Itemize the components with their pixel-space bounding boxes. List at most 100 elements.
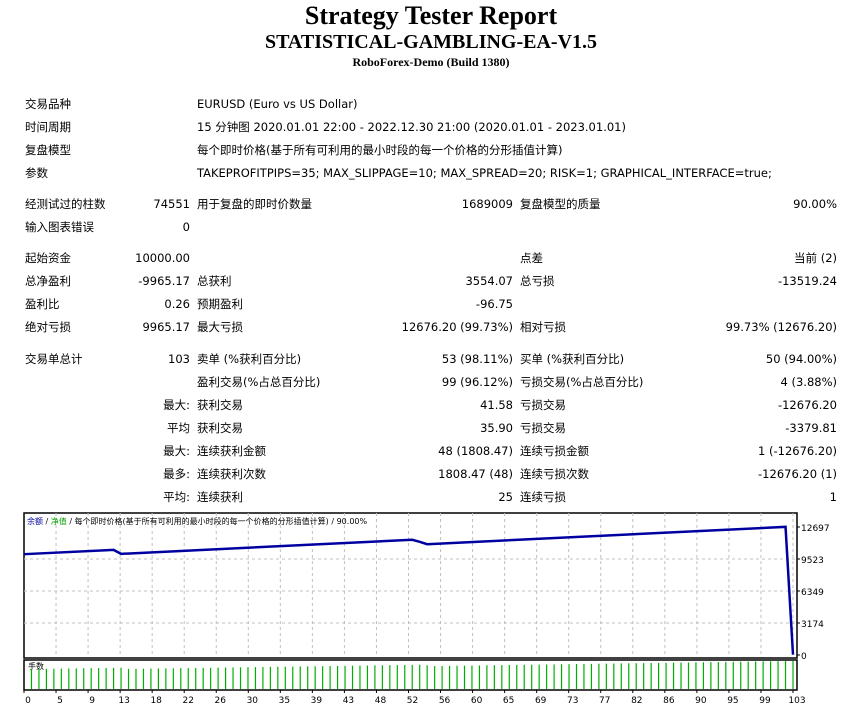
stat-label: 经测试过的柱数 (25, 197, 106, 211)
info-value: TAKEPROFITPIPS=35; MAX_SLIPPAGE=10; MAX_… (197, 166, 772, 180)
info-row: 复盘模型 每个即时价格(基于所有可利用的最小时段的每一个价格的分形插值计算) (25, 139, 837, 162)
stat-value: 41.58 (480, 398, 513, 412)
stat-label: 连续亏损金额 (520, 444, 589, 458)
stat-value: -9965.17 (138, 274, 190, 288)
stat-row: 总净盈利 -9965.17 总获利 3554.07 总亏损 -13519.24 (25, 270, 837, 293)
info-label: 复盘模型 (25, 143, 71, 157)
x-tick-label: 52 (407, 696, 418, 706)
y-tick-label: 6349 (801, 588, 824, 598)
stat-label: 预期盈利 (197, 297, 243, 311)
info-value: 每个即时价格(基于所有可利用的最小时段的每一个价格的分形插值计算) (197, 143, 563, 157)
legend-sep3: / (329, 517, 337, 526)
stat-value: 1 (829, 490, 837, 504)
stat-value: 9965.17 (142, 320, 190, 334)
stat-label: 连续获利 (197, 490, 243, 504)
stat-value: 0.26 (164, 297, 190, 311)
x-tick-label: 48 (375, 696, 387, 706)
x-tick-label: 65 (503, 696, 514, 706)
stat-value: 53 (98.11%) (441, 352, 513, 366)
stat-label: 获利交易 (197, 421, 243, 435)
info-row: 时间周期 15 分钟图 2020.01.01 22:00 - 2022.12.30… (25, 116, 837, 139)
stat-label: 盈利比 (25, 297, 60, 311)
report-title: Strategy Tester Report (304, 1, 558, 30)
legend-balance: 余额 (27, 516, 43, 526)
x-tick-label: 35 (279, 696, 290, 706)
stat-value: 50 (94.00%) (765, 352, 837, 366)
stat-row: 最多: 连续获利次数 1808.47 (48) 连续亏损次数 -12676.20 (1) (25, 463, 837, 486)
y-tick-label: 3174 (801, 620, 824, 630)
chart-frame (23, 512, 798, 659)
stat-row: 交易单总计 103 卖单 (%获利百分比) 53 (98.11%) 买单 (%获利百分比… (25, 348, 837, 371)
x-tick-label: 30 (247, 696, 259, 706)
x-tick-label: 73 (567, 696, 578, 706)
stat-label: 盈利交易(%占总百分比) (197, 375, 321, 389)
stat-label: 总获利 (197, 274, 232, 288)
server-build: RoboForex-Demo (Build 1380) (352, 55, 510, 69)
stat-value: 0 (182, 220, 190, 234)
balance-line (23, 525, 795, 655)
stat-value: 74551 (153, 197, 190, 211)
stat-row: 平均: 连续获利 25 连续亏损 1 (25, 486, 837, 509)
stat-label: 亏损交易(%占总百分比) (520, 375, 644, 389)
stat-value: 90.00% (793, 197, 837, 211)
stat-label: 复盘模型的质量 (520, 197, 601, 211)
legend-model: 每个即时价格(基于所有可利用的最小时段的每一个价格的分形插值计算) (75, 516, 329, 526)
stat-value: 35.90 (480, 421, 513, 435)
x-tick-label: 69 (535, 696, 547, 706)
stat-value: -96.75 (475, 297, 513, 311)
x-tick-label: 95 (727, 696, 738, 706)
stat-label: 起始资金 (25, 251, 71, 265)
stat-label: 获利交易 (197, 398, 243, 412)
stat-value: 103 (168, 352, 190, 366)
chart-legend: 余额 / 净值 / 每个即时价格(基于所有可利用的最小时段的每一个价格的分形插值… (27, 516, 367, 526)
stat-value: 3554.07 (465, 274, 513, 288)
stat-label: 输入图表错误 (25, 220, 94, 234)
y-tick-label: 12697 (801, 524, 830, 534)
stat-value: 4 (3.88%) (780, 375, 837, 389)
stat-value: 25 (498, 490, 513, 504)
x-tick-label: 77 (599, 696, 610, 706)
x-tick-label: 99 (759, 696, 771, 706)
stat-value: 48 (1808.47) (438, 444, 513, 458)
stat-row: 平均 获利交易 35.90 亏损交易 -3379.81 (25, 417, 837, 440)
stat-value: -12676.20 (777, 398, 837, 412)
stat-row: 绝对亏损 9965.17 最大亏损 12676.20 (99.73%) 相对亏损 99.7… (25, 316, 837, 339)
stat-value: -3379.81 (785, 421, 837, 435)
stat-label: 相对亏损 (520, 320, 566, 334)
legend-sep1: / (43, 517, 51, 526)
stat-prefix: 最多: (163, 467, 190, 481)
volume-frame (23, 659, 798, 691)
legend-quality: 90.00% (337, 517, 368, 526)
stat-label: 连续亏损次数 (520, 467, 589, 481)
stat-value: 99 (96.12%) (441, 375, 513, 389)
x-tick-label: 13 (118, 696, 129, 706)
stat-label: 连续亏损 (520, 490, 566, 504)
info-value: 15 分钟图 2020.01.01 22:00 - 2022.12.30 21:… (197, 120, 626, 134)
x-tick-label: 22 (182, 696, 193, 706)
stat-row: 起始资金 10000.00 点差 当前 (2) (25, 247, 837, 270)
stat-value: 12676.20 (99.73%) (401, 320, 513, 334)
stat-value: 99.73% (12676.20) (725, 320, 837, 334)
info-row: 交易品种 EURUSD (Euro vs US Dollar) (25, 93, 837, 116)
stat-label: 总亏损 (520, 274, 555, 288)
stat-value: 当前 (2) (794, 251, 837, 265)
expert-name: STATISTICAL-GAMBLING-EA-V1.5 (264, 31, 598, 53)
stat-row: 经测试过的柱数 74551 用于复盘的即时价数量 1689009 复盘模型的质量 90.0… (25, 193, 837, 216)
legend-equity: 净值 (51, 516, 67, 526)
x-tick-label: 103 (788, 696, 805, 706)
info-label: 交易品种 (25, 97, 71, 111)
info-label: 时间周期 (25, 120, 71, 134)
x-tick-label: 26 (215, 696, 227, 706)
stat-value: -13519.24 (777, 274, 837, 288)
stat-prefix: 平均: (163, 490, 190, 504)
stat-row: 输入图表错误 0 (25, 216, 837, 239)
x-tick-label: 39 (311, 696, 323, 706)
info-label: 参数 (25, 166, 48, 180)
x-tick-label: 5 (57, 696, 63, 706)
stat-row: 盈利比 0.26 预期盈利 -96.75 (25, 293, 837, 316)
stat-label: 交易单总计 (25, 352, 83, 366)
legend-sep2: / (67, 517, 75, 526)
stat-prefix: 最大: (163, 444, 190, 458)
x-tick-label: 43 (343, 696, 354, 706)
